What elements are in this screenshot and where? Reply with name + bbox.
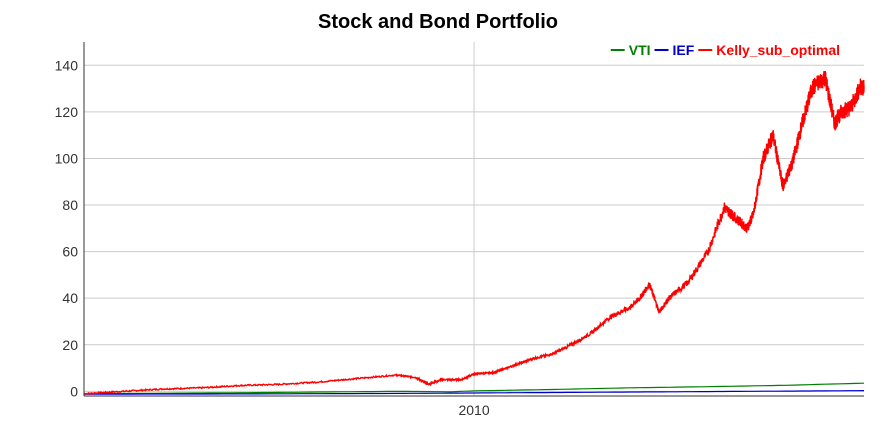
y-tick-label: 120 <box>55 104 79 120</box>
y-tick-label: 80 <box>62 197 78 213</box>
legend: Kelly_sub_optimal IEF VTI <box>610 42 840 58</box>
legend-label-Kelly_sub_optimal: Kelly_sub_optimal <box>716 42 840 58</box>
legend-label-VTI: VTI <box>629 42 651 58</box>
y-tick-label: 140 <box>55 57 79 73</box>
y-tick-label: 100 <box>55 150 79 166</box>
series-line-Kelly_sub_optimal <box>83 70 865 396</box>
y-tick-label: 60 <box>62 244 78 260</box>
y-tick-label: 40 <box>62 290 78 306</box>
legend-label-IEF: IEF <box>673 42 695 58</box>
series-layer <box>83 70 865 396</box>
y-tick-label: 0 <box>70 383 78 399</box>
x-tick-label: 2010 <box>458 402 489 418</box>
grid <box>84 42 864 396</box>
axes: 0 20 40 60 80 100 120 140 2010 <box>55 42 864 418</box>
chart-title: Stock and Bond Portfolio <box>318 11 558 33</box>
y-tick-label: 20 <box>62 337 78 353</box>
series-line-VTI <box>83 382 865 395</box>
series-line-IEF <box>84 390 865 395</box>
